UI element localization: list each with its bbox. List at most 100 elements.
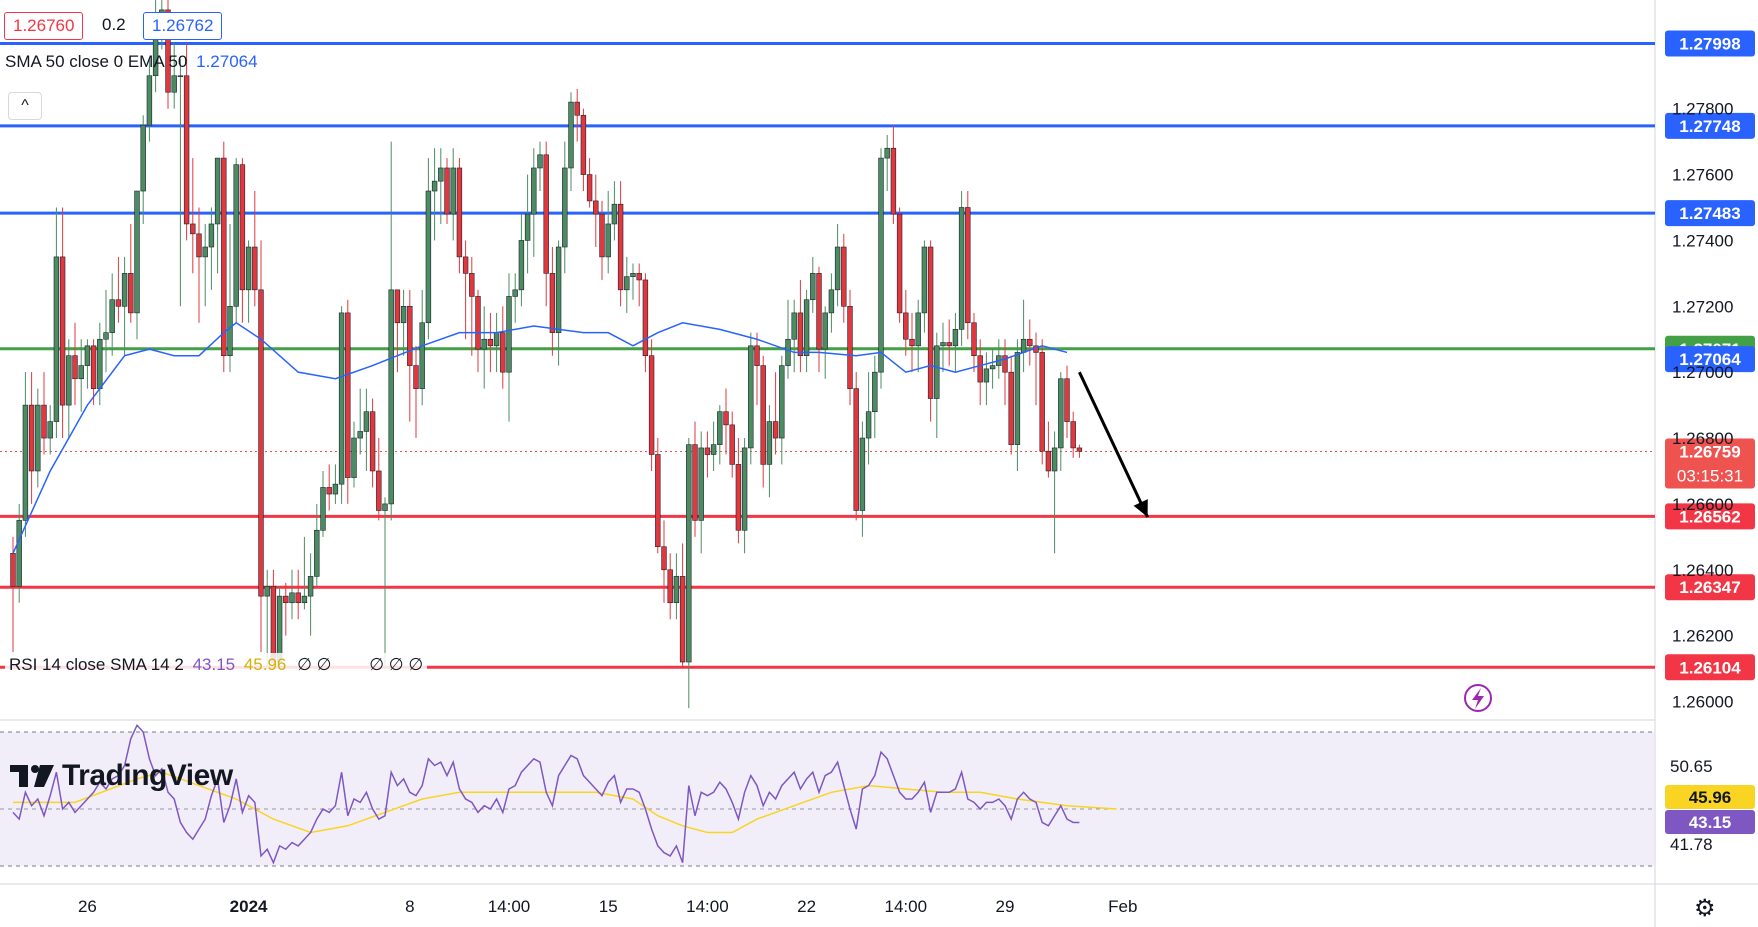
bear-candle <box>115 299 122 307</box>
rsi-pane <box>0 723 1655 867</box>
bear-candle <box>642 279 649 357</box>
bear-candle <box>946 342 952 347</box>
bear-candle <box>580 114 587 175</box>
time-tick-label: 14:00 <box>686 897 729 916</box>
price-tick-label: 1.27800 <box>1672 100 1733 119</box>
level-tag-support <box>1665 574 1755 601</box>
rsi-label: RSI 14 close SMA 14 2 <box>9 655 184 674</box>
rsi-sma-value: 45.96 <box>243 655 287 674</box>
bull-candle <box>1020 338 1027 353</box>
tradingview-logo[interactable]: TradingView <box>10 756 233 796</box>
sma-50-line <box>12 321 1068 554</box>
bull-candle <box>872 371 878 412</box>
rsi-value-tag-label: 43.15 <box>1689 813 1732 832</box>
indicator-value: 1.27064 <box>196 52 258 71</box>
bear-candle <box>896 213 903 314</box>
bear-candle <box>59 256 66 406</box>
bear-candle <box>239 164 246 291</box>
bear-candle <box>487 338 494 347</box>
bull-candle <box>493 332 500 347</box>
annotations <box>1078 371 1492 712</box>
time-tick-label: 14:00 <box>885 897 928 916</box>
price-tick-label: 1.26400 <box>1672 561 1733 580</box>
bull-candle <box>518 240 525 291</box>
bear-candle <box>1008 371 1014 445</box>
rsi-sma-tag-label: 45.96 <box>1689 788 1732 807</box>
level-tag-support <box>1665 654 1755 681</box>
bull-candle <box>1058 378 1064 449</box>
bull-candle <box>289 592 295 604</box>
bull-candle <box>562 167 568 248</box>
indicator-legend[interactable]: SMA 50 close 0 EMA 50 1.27064 <box>5 52 258 72</box>
rsi-legend[interactable]: RSI 14 close SMA 14 2 43.15 45.96 ∅ ∅ ∅ … <box>5 653 428 677</box>
bull-candle <box>301 595 308 604</box>
bear-candle <box>667 569 673 604</box>
rsi-line <box>12 723 1080 865</box>
bear-candle <box>444 167 450 215</box>
level-tag-resistance <box>1665 200 1755 227</box>
bull-candle <box>605 223 611 258</box>
bull-candle <box>202 246 208 258</box>
bear-candle <box>469 273 475 297</box>
bull-candle <box>791 312 797 340</box>
bull-candle <box>506 296 512 373</box>
chevron-up-icon: ^ <box>21 97 29 114</box>
bear-candle <box>196 233 202 258</box>
time-tick-label: 15 <box>599 897 618 916</box>
bear-candle <box>543 154 549 274</box>
settings-gear-icon[interactable]: ⚙ <box>1694 895 1716 922</box>
bull-candle <box>425 190 432 324</box>
bull-candle <box>134 190 140 314</box>
level-tag-resistance <box>1665 112 1755 139</box>
indicator-label: SMA 50 close 0 EMA 50 <box>5 52 188 71</box>
level-tag-label: 1.26104 <box>1679 658 1741 677</box>
bull-candle <box>673 576 680 604</box>
bull-candle <box>177 75 184 78</box>
bear-candle <box>574 101 580 116</box>
bull-candle <box>140 124 146 192</box>
bear-candle <box>679 576 686 663</box>
bear-candle <box>407 306 413 366</box>
rsi-tick-label: 41.78 <box>1670 835 1713 854</box>
bull-candle <box>940 342 946 347</box>
rsi-value-tag <box>1665 810 1755 834</box>
bull-candle <box>419 322 425 389</box>
bear-candle <box>1039 352 1045 452</box>
bull-candle <box>865 411 872 439</box>
axes: 1.26000 1.26200 1.26400 1.26600 1.26800 1.270… <box>78 100 1755 916</box>
bear-candle <box>636 273 642 281</box>
time-tick-label: Feb <box>1108 897 1137 916</box>
bull-candle <box>748 345 754 449</box>
bull-candle <box>103 332 109 340</box>
level-tag-label: 1.27748 <box>1679 117 1740 136</box>
bear-candle <box>90 345 97 389</box>
bull-candle <box>822 312 828 350</box>
bid-price-pill[interactable]: 1.26760 <box>4 12 84 40</box>
bull-candle <box>537 154 543 169</box>
countdown-label: 03:15:31 <box>1677 467 1743 486</box>
bull-candle <box>320 487 326 531</box>
time-tick-label: 14:00 <box>488 897 531 916</box>
bull-candle <box>921 246 928 314</box>
bull-candle <box>332 483 339 495</box>
bear-candle <box>977 355 983 383</box>
bull-candle <box>171 75 177 93</box>
bull-candle <box>351 437 357 478</box>
bull-candle <box>710 444 717 455</box>
rsi-band <box>0 732 1655 866</box>
bull-candle <box>146 75 153 126</box>
bull-candle <box>1051 447 1058 472</box>
level-tag-label: 1.27998 <box>1679 34 1740 53</box>
bear-candle <box>41 404 47 439</box>
ask-price-pill[interactable]: 1.26762 <box>143 12 223 40</box>
collapse-legend-button[interactable]: ^ <box>8 92 42 120</box>
bull-candle <box>834 246 841 291</box>
bear-candle <box>723 411 729 426</box>
rsi-extra: ∅ ∅ ∅ ∅ ∅ <box>297 655 424 674</box>
bear-candle <box>1070 421 1076 449</box>
rsi-tick-label: 50.65 <box>1670 757 1713 776</box>
bear-candle <box>754 345 760 366</box>
price-tick-label: 1.26000 <box>1672 693 1733 712</box>
bear-candle <box>593 200 599 215</box>
